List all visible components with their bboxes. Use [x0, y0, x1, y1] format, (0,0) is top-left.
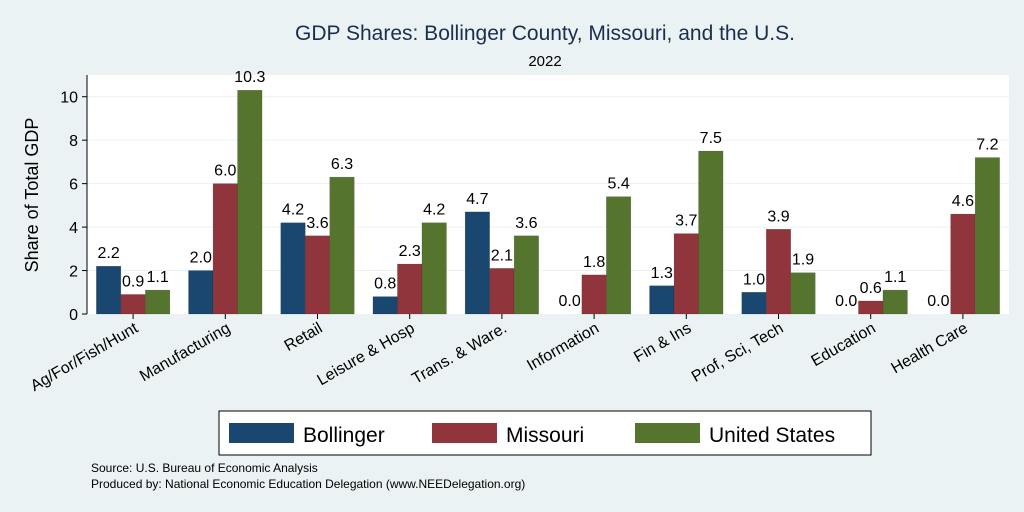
data-label: 0.0	[835, 293, 857, 310]
category-label: Health Care	[888, 320, 971, 377]
category-label: Manufacturing	[137, 320, 233, 385]
data-label: 3.7	[675, 213, 697, 230]
bar	[145, 289, 171, 315]
data-label: 4.6	[952, 193, 974, 210]
data-label: 7.2	[976, 137, 998, 154]
chart-title: GDP Shares: Bollinger County, Missouri, …	[295, 22, 795, 45]
category-label: Fin & Ins	[631, 320, 694, 366]
bar	[882, 289, 908, 315]
chart-subtitle: 2022	[528, 53, 561, 70]
bar	[421, 222, 447, 315]
bar	[305, 235, 330, 315]
y-tick-label: 8	[69, 133, 78, 150]
data-label: 2.3	[399, 243, 421, 260]
data-label: 4.7	[466, 191, 488, 208]
bar	[329, 176, 355, 315]
bars	[96, 89, 1000, 315]
data-label: 2.2	[97, 245, 119, 262]
source-note: Source: U.S. Bureau of Economic Analysis	[91, 461, 318, 475]
data-label: 1.3	[651, 265, 673, 282]
data-label: 10.3	[234, 69, 265, 86]
legend-swatch	[635, 423, 700, 443]
bar	[280, 222, 306, 315]
legend: Bollinger Missouri United States	[229, 423, 835, 447]
data-label: 0.6	[860, 280, 882, 297]
y-axis-ticks: 0 2 4 6 8 10	[60, 90, 87, 324]
data-label: 3.6	[306, 215, 328, 232]
data-label: 1.9	[792, 252, 814, 269]
y-tick-label: 6	[69, 177, 78, 194]
bar	[606, 196, 632, 315]
y-axis-title: Share of Total GDP	[22, 118, 42, 273]
data-label: 5.4	[607, 176, 629, 193]
data-label: 1.1	[884, 269, 906, 286]
bar	[698, 150, 724, 315]
data-label: 6.3	[331, 156, 353, 173]
bar	[790, 272, 816, 315]
legend-label: Missouri	[506, 424, 584, 447]
data-label: 4.2	[282, 202, 304, 219]
bar	[120, 294, 146, 315]
bar	[950, 213, 976, 315]
bar	[188, 270, 214, 315]
data-label: 3.9	[767, 208, 789, 225]
category-label: Retail	[282, 320, 326, 355]
bar	[649, 285, 675, 315]
bar	[489, 268, 515, 315]
data-label: 3.6	[515, 215, 537, 232]
bar	[766, 229, 791, 315]
bar	[96, 265, 122, 315]
category-label: Education	[809, 320, 879, 370]
data-label: 1.1	[146, 269, 168, 286]
bar	[581, 274, 607, 315]
bar	[237, 89, 263, 315]
bar	[212, 183, 238, 315]
legend-box	[218, 410, 872, 456]
data-label: 1.8	[583, 254, 605, 271]
produced-by-note: Produced by: National Economic Education…	[91, 477, 525, 491]
bar	[974, 157, 1000, 315]
category-label: Information	[524, 320, 602, 375]
bar	[741, 292, 767, 315]
category-label: Ag/For/Fish/Hunt	[28, 319, 142, 394]
data-label: 4.2	[423, 202, 445, 219]
data-label: 0.0	[558, 293, 580, 310]
data-label: 0.0	[927, 293, 949, 310]
bar	[858, 300, 884, 315]
category-label: Trans. & Ware.	[409, 320, 510, 388]
data-label: 0.8	[374, 276, 396, 293]
legend-swatch	[229, 423, 294, 443]
legend-label: Bollinger	[303, 424, 385, 447]
data-label: 1.0	[743, 271, 765, 288]
bar	[513, 235, 539, 315]
data-label: 2.1	[491, 247, 513, 264]
bar	[673, 233, 699, 315]
bar	[397, 263, 423, 315]
bar	[372, 296, 398, 315]
data-label: 0.9	[122, 273, 144, 290]
bar	[464, 211, 490, 315]
y-tick-label: 4	[69, 220, 78, 237]
category-label: Prof, Sci, Tech	[689, 320, 787, 386]
y-tick-label: 0	[69, 307, 78, 324]
data-label: 7.5	[700, 130, 722, 147]
data-label: 6.0	[214, 163, 236, 180]
y-tick-label: 2	[69, 264, 78, 281]
legend-label: United States	[709, 424, 835, 447]
data-label: 2.0	[190, 250, 212, 267]
data-labels: 2.20.9 1.12.06.010.34.23.66.30.82.34.24.7…	[97, 69, 998, 310]
legend-swatch	[432, 423, 497, 443]
category-label: Leisure & Hosp	[314, 320, 417, 389]
y-tick-label: 10	[60, 90, 78, 107]
